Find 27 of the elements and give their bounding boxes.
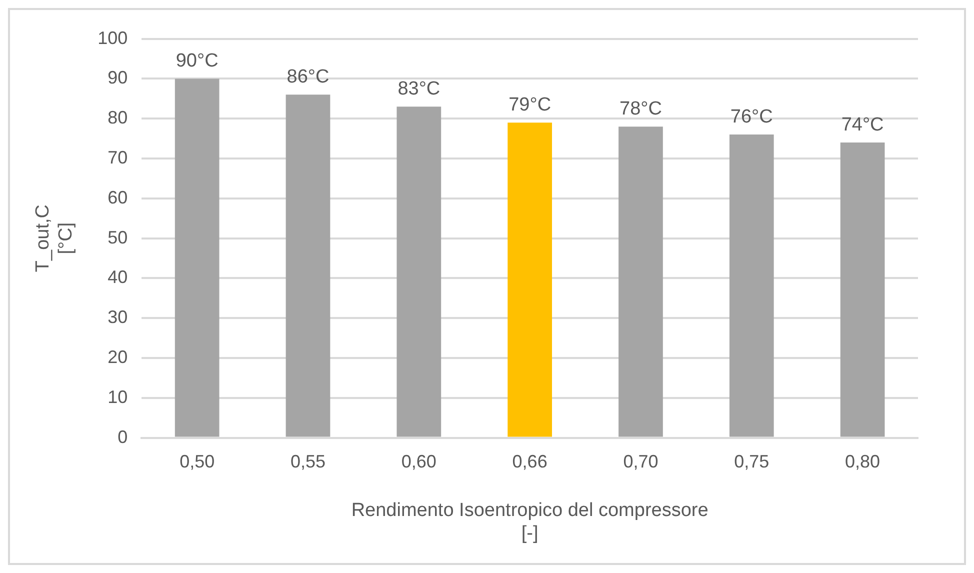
x-tick-label: 0,60 xyxy=(401,452,436,472)
data-label: 79°C xyxy=(508,94,552,116)
x-tick-label: 0,80 xyxy=(845,452,880,472)
y-tick-label: 40 xyxy=(108,267,128,288)
data-label: 78°C xyxy=(620,98,662,120)
y-tick-label: 70 xyxy=(108,147,128,168)
data-label: 76°C xyxy=(730,106,773,128)
y-axis-title: T_out,C [°C] xyxy=(32,204,76,272)
x-axis-title: Rendimento Isoentropico del compressore [-] xyxy=(351,500,708,544)
x-tick-label: 0,70 xyxy=(623,452,658,472)
x-tick-label: 0,66 xyxy=(512,452,548,472)
y-tick-label: 80 xyxy=(108,108,128,128)
x-tick-label: 0,50 xyxy=(180,452,215,472)
y-tick-label: 10 xyxy=(108,386,128,407)
data-label: 74°C xyxy=(841,114,884,136)
y-tick-label: 30 xyxy=(108,307,128,328)
y-tick-label: 0 xyxy=(118,426,128,447)
y-tick-label: 100 xyxy=(98,28,128,48)
y-tick-label: 50 xyxy=(108,227,128,248)
x-tick-label: 0,55 xyxy=(290,452,326,472)
y-tick-label: 60 xyxy=(108,187,128,208)
data-label: 83°C xyxy=(398,78,440,100)
x-tick-label: 0,75 xyxy=(734,452,770,472)
data-label: 90°C xyxy=(176,50,218,72)
y-tick-label: 20 xyxy=(108,346,128,367)
y-tick-label: 90 xyxy=(108,68,128,88)
data-label: 86°C xyxy=(286,66,330,88)
